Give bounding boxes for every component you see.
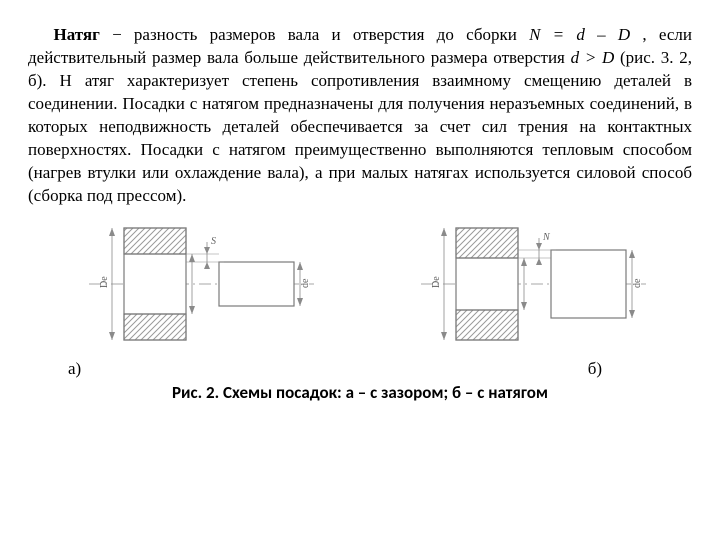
dim-de-b: de (632, 278, 643, 288)
dim-de-a: de (300, 278, 311, 288)
label-b: б) (588, 358, 602, 381)
equation-1: N = d – D (529, 25, 630, 44)
figures-row: De de S (28, 214, 692, 354)
main-paragraph: Натяг − разность размеров вала и отверст… (28, 24, 692, 208)
text-3: (рис. 3. 2, б). Н атяг характеризует сте… (28, 48, 692, 205)
lead-word: Натяг (54, 25, 100, 44)
dim-De-a: De (99, 275, 110, 287)
figure-caption: Рис. 2. Схемы посадок: а – с зазором; б … (28, 382, 692, 405)
dim-N: N (542, 232, 551, 243)
sub-labels: a) б) (28, 358, 692, 381)
equation-2: d > D (571, 48, 615, 67)
figure-a: De de S (64, 214, 324, 354)
figure-b: De de N (396, 214, 656, 354)
text-1: − разность размеров вала и отверстия до … (100, 25, 529, 44)
dim-S: S (211, 236, 216, 247)
label-a: a) (68, 358, 81, 381)
dim-De-b: De (431, 275, 442, 287)
